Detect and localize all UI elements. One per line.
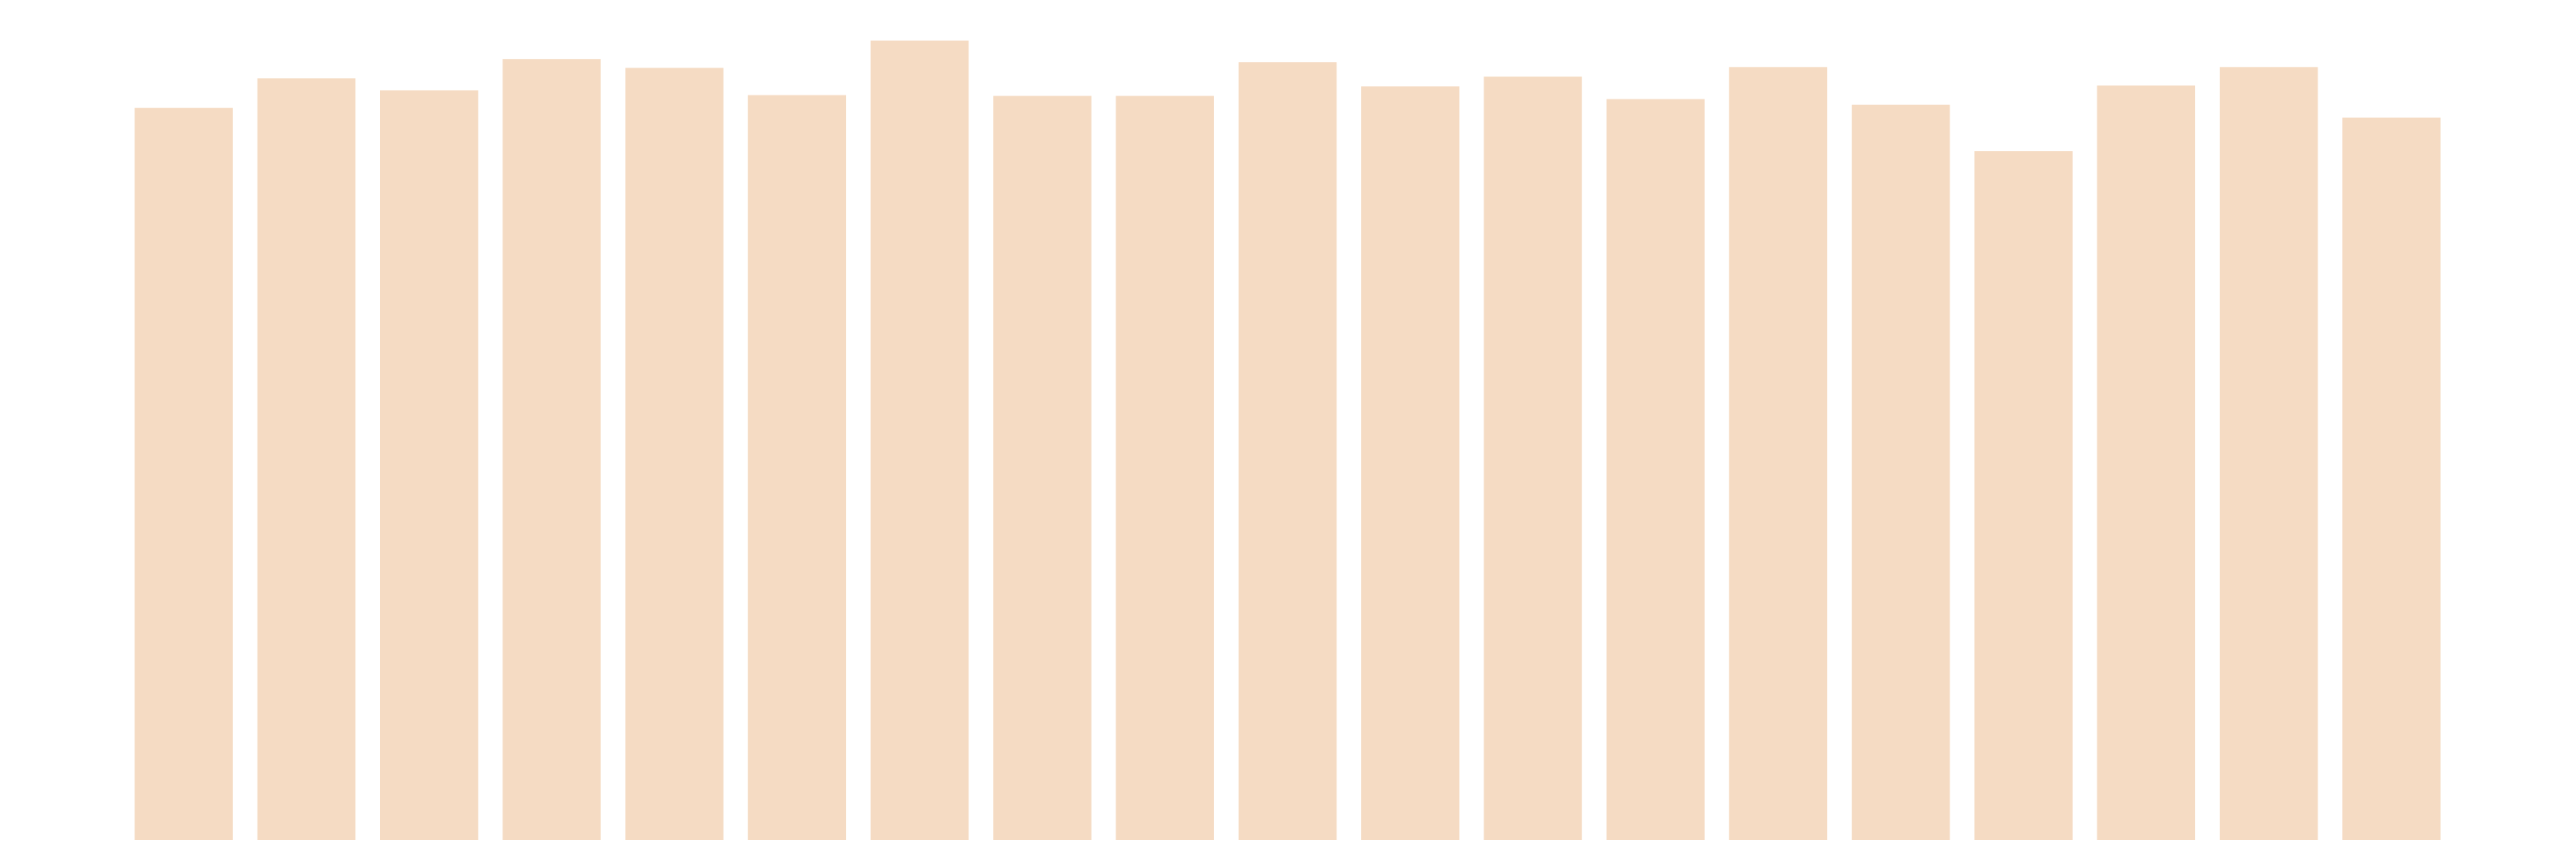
- bar-13: [1606, 99, 1705, 841]
- bar-18: [2219, 67, 2318, 841]
- bar-8: [993, 95, 1092, 841]
- bar-14: [1728, 67, 1828, 841]
- bar-5: [625, 68, 724, 841]
- bars-group: [134, 41, 2441, 841]
- bar-6: [747, 95, 847, 841]
- bar-7: [871, 41, 969, 840]
- bar-19: [2342, 117, 2441, 841]
- bar-1: [134, 107, 233, 840]
- bar-15: [1852, 104, 1950, 840]
- bar-17: [2097, 85, 2195, 840]
- bar-3: [380, 90, 479, 840]
- bar-9: [1115, 95, 1214, 841]
- bar-11: [1361, 86, 1460, 840]
- bar-10: [1238, 62, 1337, 840]
- bar-2: [257, 78, 356, 840]
- bar-16: [1974, 151, 2073, 841]
- bar-4: [502, 59, 601, 840]
- bar-12: [1484, 76, 1582, 840]
